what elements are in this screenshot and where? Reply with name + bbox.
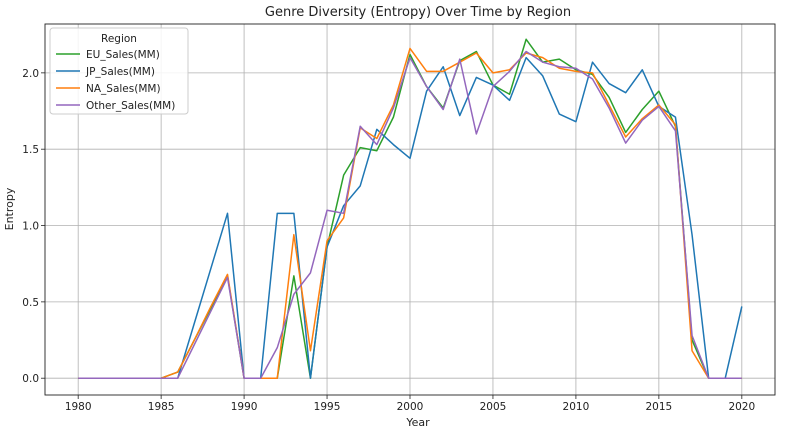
series-line-other-sales-mm — [78, 50, 742, 379]
series-line-jp-sales-mm — [78, 56, 743, 379]
y-axis: 0.0 0.5 1.0 1.5 2.0 — [22, 68, 45, 385]
legend-label: JP_Sales(MM) — [85, 66, 155, 78]
legend-label: EU_Sales(MM) — [86, 49, 160, 61]
legend-title: Region — [101, 33, 137, 45]
x-tick-label: 1995 — [314, 401, 341, 413]
series-line-na-sales-mm — [78, 47, 742, 379]
legend: Region EU_Sales(MM) JP_Sales(MM) NA_Sales(… — [49, 27, 189, 115]
chart-title: Genre Diversity (Entropy) Over Time by R… — [265, 5, 571, 20]
x-tick-label: 1990 — [231, 401, 258, 413]
x-tick-label: 2005 — [480, 401, 507, 413]
y-tick-label: 1.5 — [22, 144, 39, 156]
x-tick-label: 2020 — [728, 401, 755, 413]
legend-label: Other_Sales(MM) — [86, 100, 175, 112]
legend-box — [49, 27, 189, 115]
y-tick-label: 0.0 — [22, 373, 39, 385]
x-tick-label: 1985 — [148, 401, 175, 413]
x-tick-label: 2010 — [563, 401, 590, 413]
y-tick-label: 0.5 — [22, 297, 39, 309]
x-axis: 1980 1985 1990 1995 2000 2005 2010 2015 2020 — [65, 395, 755, 413]
legend-label: NA_Sales(MM) — [86, 83, 161, 95]
x-tick-label: 1980 — [65, 401, 92, 413]
y-tick-label: 1.0 — [22, 221, 39, 233]
x-tick-label: 2000 — [397, 401, 424, 413]
y-axis-label: Entropy — [3, 187, 16, 230]
series-lines — [78, 38, 743, 379]
x-axis-label: Year — [405, 416, 430, 429]
x-tick-label: 2015 — [645, 401, 672, 413]
y-tick-label: 2.0 — [22, 68, 39, 80]
